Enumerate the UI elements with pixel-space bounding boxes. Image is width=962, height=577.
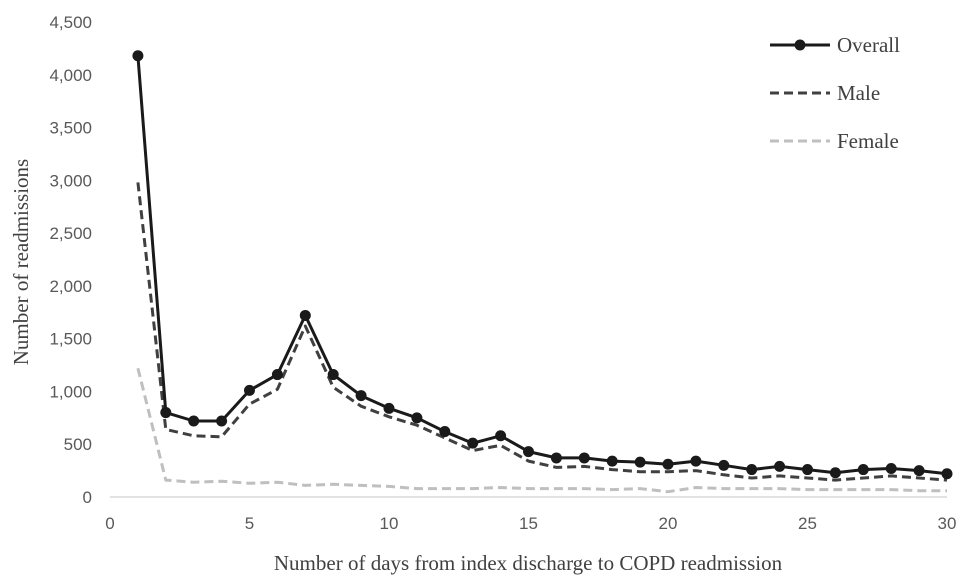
data-point-overall <box>913 465 925 477</box>
data-point-overall <box>690 455 702 467</box>
data-point-overall <box>299 309 311 321</box>
x-tick-label: 30 <box>938 514 957 533</box>
data-point-overall <box>271 369 283 381</box>
y-axis-ticks: 0 500 1,000 1,500 2,000 2,500 3,000 3,500 4,000 4… <box>49 13 92 507</box>
data-point-overall <box>829 467 841 479</box>
data-point-overall <box>634 456 646 468</box>
x-tick-label: 20 <box>659 514 678 533</box>
legend: Overall Male Female <box>770 33 900 153</box>
x-axis-title: Number of days from index discharge to C… <box>274 551 783 575</box>
y-tick-label: 3,000 <box>49 171 92 190</box>
y-tick-label: 3,500 <box>49 119 92 138</box>
data-point-overall <box>941 468 953 480</box>
legend-label-male: Male <box>837 81 880 105</box>
data-point-overall <box>411 412 423 424</box>
data-point-overall <box>383 402 395 414</box>
y-tick-label: 4,500 <box>49 13 92 32</box>
data-point-overall <box>439 426 451 438</box>
y-tick-label: 1,500 <box>49 330 92 349</box>
data-point-overall <box>495 430 507 442</box>
data-point-overall <box>718 459 730 471</box>
data-point-overall <box>327 369 339 381</box>
x-axis-ticks: 0 5 10 15 20 25 30 <box>105 514 956 533</box>
data-point-overall <box>746 464 758 476</box>
series-group <box>132 50 953 494</box>
y-tick-label: 4,000 <box>49 66 92 85</box>
data-point-overall <box>160 407 172 419</box>
y-tick-label: 0 <box>83 488 92 507</box>
y-axis-title: Number of readmissions <box>9 159 33 365</box>
data-point-overall <box>885 463 897 474</box>
x-tick-label: 5 <box>245 514 254 533</box>
series-line-female <box>136 367 947 494</box>
data-point-overall <box>606 455 618 467</box>
data-point-overall <box>774 460 786 472</box>
x-tick-label: 0 <box>105 514 114 533</box>
y-tick-label: 500 <box>64 435 92 454</box>
data-point-overall <box>132 50 144 62</box>
data-point-overall <box>216 415 228 427</box>
data-point-overall <box>467 437 479 449</box>
series-line-overall <box>136 55 948 476</box>
data-point-overall <box>802 464 813 476</box>
y-tick-label: 1,000 <box>49 382 92 401</box>
data-point-overall <box>244 384 255 396</box>
y-tick-label: 2,500 <box>49 224 92 243</box>
data-point-overall <box>662 458 674 470</box>
legend-label-overall: Overall <box>837 33 900 57</box>
series-line-male <box>136 182 948 482</box>
legend-label-female: Female <box>837 129 899 153</box>
data-point-overall <box>355 390 367 402</box>
data-point-overall <box>578 452 590 464</box>
x-tick-label: 10 <box>380 514 399 533</box>
x-tick-label: 25 <box>798 514 817 533</box>
data-point-overall <box>523 446 534 458</box>
y-tick-label: 2,000 <box>49 277 92 296</box>
legend-marker-overall <box>794 39 806 51</box>
x-tick-label: 15 <box>519 514 538 533</box>
data-point-overall <box>857 464 869 476</box>
data-point-overall <box>188 415 200 427</box>
data-point-overall <box>550 452 562 464</box>
